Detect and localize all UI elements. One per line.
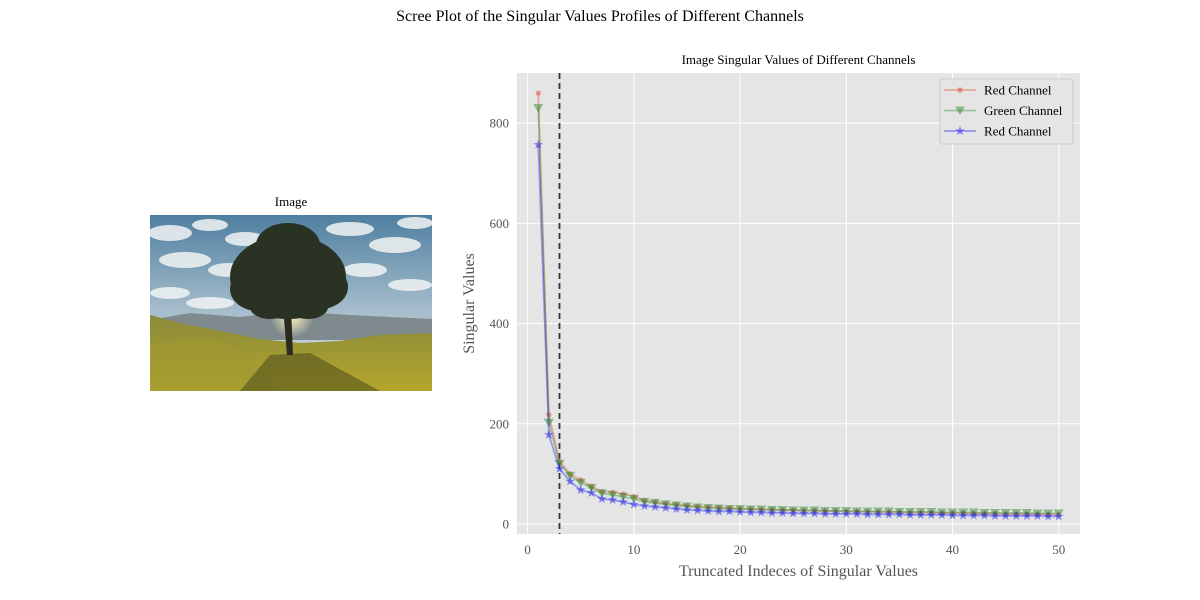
data-point	[650, 501, 660, 511]
image-panel: Image	[150, 194, 432, 391]
data-point	[703, 505, 713, 515]
data-point	[1032, 510, 1043, 521]
legend-swatch-marker	[957, 87, 963, 93]
data-point	[618, 496, 628, 506]
data-point	[915, 509, 926, 519]
legend-swatch-marker	[955, 126, 965, 136]
data-point	[554, 463, 565, 473]
x-axis-label: Truncated Indeces of Singular Values	[679, 563, 918, 580]
data-point	[714, 506, 724, 516]
data-point	[607, 494, 618, 504]
image-title: Image	[274, 194, 308, 209]
legend-swatch-marker	[955, 106, 965, 115]
series-green	[533, 104, 1064, 518]
data-point	[1000, 510, 1011, 521]
x-tick-label: 30	[840, 542, 853, 557]
data-point	[735, 506, 745, 516]
tree-canopy	[230, 223, 348, 319]
data-point	[724, 506, 735, 516]
x-tick-label: 0	[524, 542, 531, 557]
data-point	[809, 508, 820, 518]
data-point	[969, 510, 979, 520]
y-tick-label: 200	[490, 416, 510, 431]
data-point	[660, 502, 671, 512]
data-point	[543, 418, 554, 428]
data-point	[894, 509, 905, 519]
data-point	[565, 471, 576, 481]
series-blue	[533, 139, 1064, 521]
legend-box	[939, 78, 1074, 145]
y-tick-label: 0	[503, 516, 510, 531]
data-point	[575, 478, 586, 488]
x-tick-label: 40	[946, 542, 959, 557]
data-point	[830, 508, 841, 518]
plot-area	[517, 73, 1080, 534]
data-point	[546, 412, 552, 418]
data-point	[544, 429, 554, 439]
y-axis-label: Singular Values	[461, 253, 478, 354]
data-point	[586, 487, 597, 497]
y-tick-label: 800	[490, 116, 510, 131]
data-point	[799, 508, 809, 518]
data-point	[745, 507, 756, 517]
data-point	[926, 509, 937, 519]
data-point	[905, 509, 915, 519]
data-point	[788, 508, 798, 518]
data-point	[852, 508, 862, 518]
data-point	[820, 508, 830, 518]
data-point	[1054, 511, 1064, 521]
y-tick-label: 400	[490, 316, 510, 331]
data-point	[767, 507, 777, 517]
legend-label: Green Channel	[984, 103, 1063, 118]
data-point	[692, 505, 703, 515]
data-point	[533, 139, 543, 149]
data-point	[862, 509, 873, 519]
data-point	[947, 510, 958, 520]
data-point	[596, 489, 607, 498]
tree-photo	[150, 215, 432, 391]
tick-labels: 0 10 20 30 40 50 0 200 400 600 800	[490, 116, 1066, 557]
data-point	[533, 104, 544, 113]
figure-suptitle: Scree Plot of the Singular Values Profil…	[396, 8, 804, 25]
legend: Red Channel Green Channel Red Channel	[939, 78, 1074, 145]
data-point	[629, 499, 639, 509]
data-point	[1022, 510, 1032, 521]
data-point	[756, 507, 767, 517]
data-point	[671, 503, 682, 513]
data-point	[884, 509, 894, 519]
data-point	[937, 509, 947, 519]
data-point	[777, 507, 788, 517]
data-point	[628, 494, 639, 504]
data-point	[873, 509, 883, 519]
grid-lines	[517, 73, 1080, 534]
chart-title: Image Singular Values of Different Chann…	[682, 52, 916, 67]
data-point	[535, 90, 541, 96]
data-point	[682, 504, 692, 514]
data-point	[1011, 510, 1022, 521]
legend-label: Red Channel	[984, 124, 1052, 139]
data-point	[990, 510, 1000, 521]
data-point	[1043, 511, 1053, 521]
series-layer	[533, 90, 1064, 521]
data-point	[958, 510, 968, 520]
data-point	[979, 510, 990, 520]
y-tick-label: 600	[490, 216, 510, 231]
x-tick-label: 50	[1052, 542, 1065, 557]
data-point	[575, 484, 586, 494]
data-point	[597, 493, 607, 503]
data-point	[841, 508, 852, 518]
legend-label: Red Channel	[984, 83, 1052, 98]
x-tick-label: 10	[627, 542, 640, 557]
data-point	[639, 500, 650, 510]
data-point	[565, 476, 575, 486]
x-tick-label: 20	[734, 542, 747, 557]
